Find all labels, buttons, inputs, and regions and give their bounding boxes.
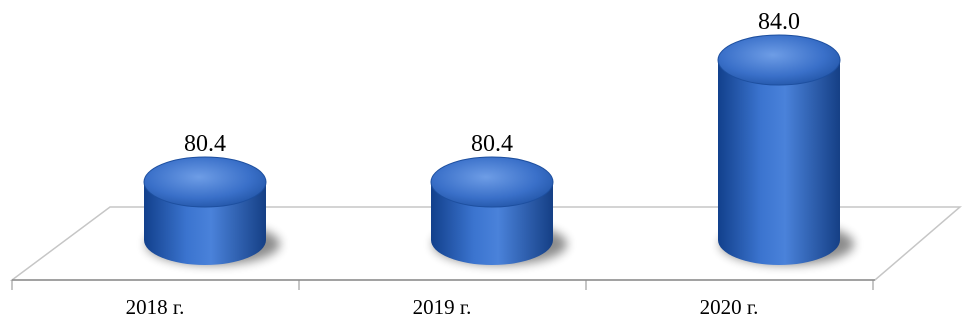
- data-label: 84.0: [758, 9, 800, 35]
- x-tick-labels-layer: 2018 г. 2019 г. 2020 г.: [126, 295, 759, 319]
- bars-layer: [143, 34, 854, 265]
- bar-body: [718, 60, 840, 265]
- bar-top: [143, 156, 267, 208]
- data-labels-layer: 80.4 80.4 84.0: [184, 9, 800, 157]
- data-label: 80.4: [471, 131, 513, 157]
- x-tick-label: 2020 г.: [700, 295, 759, 319]
- x-tick-label: 2018 г.: [126, 295, 185, 319]
- bar: [717, 34, 854, 265]
- bar: [430, 156, 567, 265]
- bar: [143, 156, 280, 265]
- bar-top: [717, 34, 841, 86]
- data-label: 80.4: [184, 131, 226, 157]
- x-tick-label: 2019 г.: [413, 295, 472, 319]
- bar-top: [430, 156, 554, 208]
